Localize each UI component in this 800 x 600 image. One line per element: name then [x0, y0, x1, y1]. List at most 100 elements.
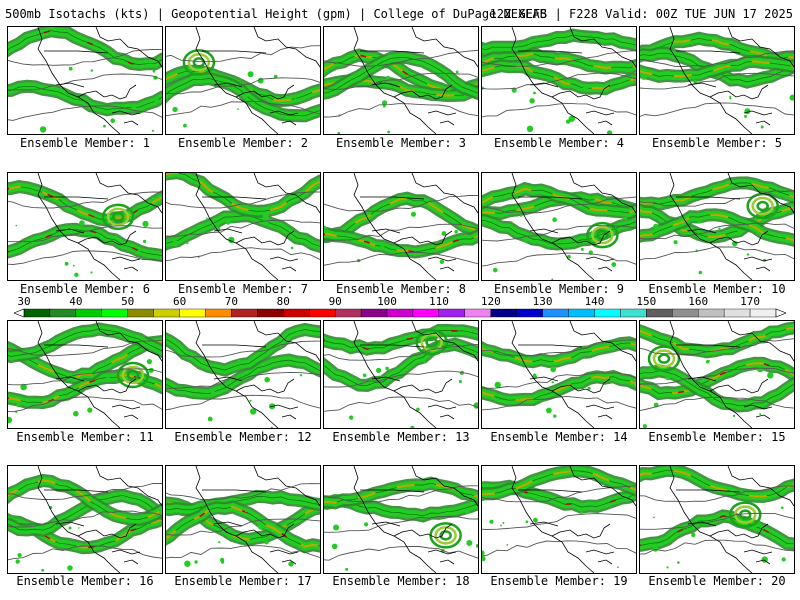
ensemble-member-map — [7, 26, 163, 135]
ensemble-member-caption: Ensemble Member: 16 — [16, 574, 154, 588]
ensemble-member-caption: Ensemble Member: 15 — [648, 430, 786, 444]
ensemble-member-map — [165, 465, 321, 574]
height-contours — [324, 485, 478, 561]
colorbar-swatch — [231, 308, 258, 318]
isotach-shading — [166, 49, 320, 128]
map-4 — [482, 27, 636, 134]
ensemble-member-map — [165, 26, 321, 135]
height-contours — [8, 483, 162, 561]
ensemble-member-map — [323, 26, 479, 135]
height-contours — [166, 45, 320, 117]
isotach-shading — [8, 322, 162, 424]
coastline-borders — [195, 321, 320, 428]
height-contours — [482, 196, 636, 267]
isotach-shading — [166, 322, 320, 428]
map-9 — [482, 173, 636, 280]
colorbar-tick-label: 110 — [428, 295, 449, 308]
height-contours — [482, 50, 636, 118]
colorbar-low-extension — [14, 308, 25, 318]
ensemble-member-map — [323, 172, 479, 281]
isotach-shading — [324, 323, 478, 428]
header-run-valid-time: 12Z GEFS | F228 Valid: 00Z TUE JUN 17 20… — [489, 7, 793, 21]
map-14 — [482, 321, 636, 428]
isotach-shading — [8, 180, 162, 277]
height-contours — [166, 191, 320, 262]
coastline-borders — [37, 321, 162, 428]
ensemble-member-map — [481, 26, 637, 135]
map-5 — [640, 27, 794, 134]
ensemble-member-caption: Ensemble Member: 2 — [177, 136, 309, 150]
colorbar-swatch — [568, 308, 595, 318]
map-20 — [640, 466, 794, 573]
isotach-shading — [640, 31, 794, 129]
map-19 — [482, 466, 636, 573]
colorbar-tick-label: 160 — [688, 295, 709, 308]
colorbar-tick-label: 80 — [276, 295, 290, 308]
isotach-shading — [8, 27, 162, 133]
height-contours — [640, 50, 794, 117]
colorbar-tick-label: 50 — [121, 295, 135, 308]
isotach-shading — [640, 176, 794, 275]
ensemble-member-caption: Ensemble Member: 10 — [648, 282, 786, 296]
ensemble-member-map — [481, 172, 637, 281]
isotach-shading — [324, 191, 478, 264]
height-contours — [8, 339, 162, 413]
map-18 — [324, 466, 478, 573]
colorbar-swatch — [749, 308, 777, 318]
coastline-borders — [511, 466, 636, 573]
colorbar-swatch — [490, 308, 517, 318]
map-15 — [640, 321, 794, 428]
ensemble-member-caption: Ensemble Member: 18 — [332, 574, 470, 588]
colorbar-swatch — [542, 308, 569, 318]
colorbar-swatch — [620, 308, 647, 318]
isotach-shading — [482, 336, 636, 418]
isotach-shading — [482, 28, 636, 134]
colorbar-tick-label: 100 — [377, 295, 397, 308]
header-product-title: 500mb Isotachs (kts) | Geopotential Heig… — [5, 7, 547, 21]
colorbar-swatch — [179, 308, 206, 318]
map-10 — [640, 173, 794, 280]
colorbar-swatch — [412, 308, 440, 318]
ensemble-member-map — [165, 320, 321, 429]
colorbar-swatch — [464, 308, 491, 318]
isotach-shading — [640, 321, 794, 428]
height-contours — [482, 339, 636, 411]
ensemble-member-caption: Ensemble Member: 8 — [335, 282, 467, 296]
colorbar-tick-label: 30 — [17, 295, 31, 308]
map-11 — [8, 321, 162, 428]
isotach-shading — [166, 173, 320, 259]
colorbar-tick-label: 150 — [636, 295, 657, 308]
coastline-borders — [37, 173, 162, 280]
colorbar-swatch — [594, 308, 621, 318]
isotach-shading — [482, 466, 636, 569]
colorbar-swatch — [360, 308, 388, 318]
ensemble-member-caption: Ensemble Member: 9 — [493, 282, 625, 296]
ensemble-member-caption: Ensemble Member: 11 — [16, 430, 154, 444]
map-13 — [324, 321, 478, 428]
height-contours — [324, 194, 478, 266]
coastline-borders — [353, 173, 478, 280]
colorbar-swatch — [646, 308, 673, 318]
map-1 — [8, 27, 162, 134]
height-contours — [640, 338, 794, 412]
colorbar-swatch — [438, 308, 466, 318]
isotach-shading — [482, 181, 636, 280]
ensemble-member-map — [481, 465, 637, 574]
colorbar-tick-label: 140 — [584, 295, 605, 308]
height-contours — [8, 191, 162, 265]
ensemble-member-caption: Ensemble Member: 3 — [335, 136, 467, 150]
colorbar-tick-label: 170 — [740, 295, 761, 308]
coastline-borders — [195, 27, 320, 134]
isotach-shading — [640, 466, 794, 569]
ensemble-member-map — [481, 320, 637, 429]
ensemble-member-caption: Ensemble Member: 12 — [174, 430, 312, 444]
colorbar-swatch — [386, 308, 414, 318]
colorbar-swatch — [334, 308, 362, 318]
ensemble-member-map — [7, 172, 163, 281]
coastline-borders — [669, 27, 794, 134]
colorbar-tick-label: 70 — [224, 295, 239, 308]
ensemble-member-map — [7, 465, 163, 574]
isotach-shading — [166, 489, 320, 567]
map-8 — [324, 173, 478, 280]
colorbar-swatch — [127, 308, 154, 318]
